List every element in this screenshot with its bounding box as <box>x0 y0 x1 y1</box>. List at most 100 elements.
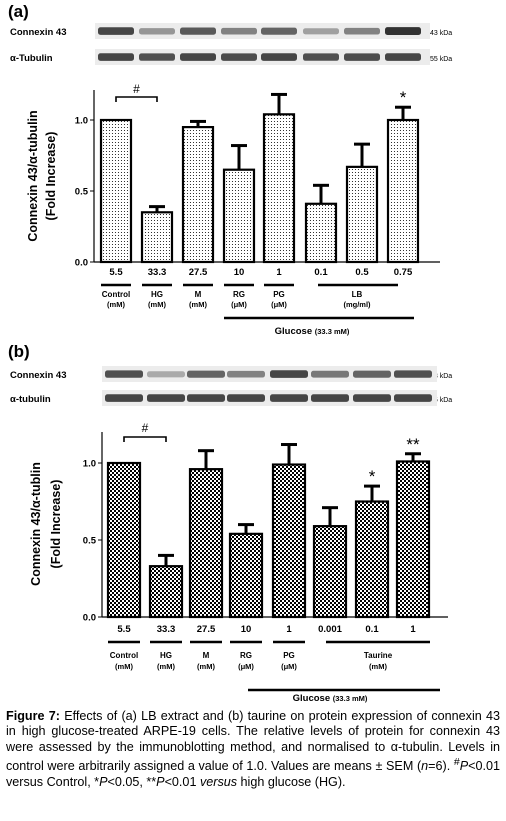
group-name: RG <box>240 651 252 660</box>
blot-membrane <box>102 366 437 382</box>
x-tick-label: 10 <box>234 267 245 278</box>
significance-star: ** <box>406 435 420 454</box>
blot-band <box>98 53 134 61</box>
blot-band <box>394 370 432 378</box>
group-unit: (mM) <box>197 662 215 671</box>
significance-star: * <box>369 467 376 486</box>
blot-protein-label: Connexin 43 <box>10 27 67 38</box>
y-axis-label-sub: (Fold Increase) <box>49 480 63 569</box>
blot-band <box>139 53 175 61</box>
bar <box>271 463 307 619</box>
blot-band <box>385 27 421 35</box>
x-tick-label: 10 <box>241 624 252 635</box>
glucose-label-sub: (33.3 mM) <box>315 327 350 336</box>
bar <box>222 168 256 264</box>
caption-label: Figure 7: <box>6 709 60 723</box>
blot-band <box>98 27 134 35</box>
group-name: Control <box>110 651 138 660</box>
panel-label: (b) <box>8 342 30 361</box>
bar <box>262 113 296 264</box>
blot-band <box>227 370 265 378</box>
bar <box>148 565 184 619</box>
caption-p2: P <box>99 774 108 789</box>
group-name: RG <box>233 290 245 299</box>
y-axis-label: Connexin 43/α-tubulin <box>26 110 40 241</box>
blot-protein-label: α-tubulin <box>10 394 51 405</box>
blot-band <box>147 371 185 378</box>
blot-band <box>180 53 216 61</box>
blot-protein-label: Connexin 43 <box>10 370 67 381</box>
group-name: HG <box>151 290 163 299</box>
significance-hash: # <box>133 82 140 96</box>
bar <box>99 118 133 264</box>
y-tick-label: 0.5 <box>75 187 89 198</box>
group-name: PG <box>283 651 295 660</box>
blot-size-label: 55 kDa <box>430 397 452 404</box>
caption-text3: <0.01 versus Control, * <box>6 759 500 789</box>
x-tick-label: 0.1 <box>314 267 328 278</box>
figure-canvas: (a) Connexin 43 43 kDa α-Tubulin 55 kDa 0.0 0.… <box>8 2 452 704</box>
glucose-label-main: Glucose <box>293 693 333 704</box>
blot-band <box>187 370 225 378</box>
blot-band <box>303 53 339 61</box>
group-unit: (mM) <box>157 662 175 671</box>
caption-text2: =6). <box>428 759 454 774</box>
x-tick-label: 0.001 <box>318 624 342 635</box>
blot-band <box>270 394 308 402</box>
blot-size-label: 43 kDa <box>430 30 452 37</box>
blot-band <box>139 28 175 35</box>
blot-band <box>105 394 143 402</box>
blot-band <box>147 394 185 402</box>
significance-star: * <box>400 88 407 107</box>
y-tick-label: 1.0 <box>83 459 96 470</box>
caption-versus: versus <box>199 774 238 789</box>
group-name: PG <box>273 290 285 299</box>
caption-hash: # <box>453 756 460 769</box>
blot-band <box>394 394 432 402</box>
x-tick-label: 27.5 <box>189 267 208 278</box>
group-unit: (mM) <box>115 662 133 671</box>
blot-band <box>261 27 297 35</box>
blot-band <box>353 394 391 402</box>
hash-bracket <box>123 436 167 442</box>
group-name: Control <box>102 290 130 299</box>
caption-p3: P <box>156 774 165 789</box>
x-tick-label: 0.1 <box>365 624 379 635</box>
bar <box>395 460 431 619</box>
blot-band <box>385 53 421 61</box>
blot-band <box>261 53 297 61</box>
blot-band <box>311 370 349 378</box>
bar <box>106 461 142 619</box>
group-name: Taurine <box>364 651 393 660</box>
blot-protein-label: α-Tubulin <box>10 53 53 64</box>
bar <box>312 525 348 619</box>
blot-band <box>221 53 257 61</box>
figure-caption: Figure 7: Effects of (a) LB extract and … <box>6 709 500 790</box>
blot-band <box>270 370 308 378</box>
x-tick-label: 33.3 <box>157 624 176 635</box>
caption-n: n <box>421 759 429 774</box>
blot-membrane <box>102 390 437 406</box>
x-tick-label: 5.5 <box>117 624 131 635</box>
caption-p1: P <box>459 759 469 774</box>
panel-label: (a) <box>8 2 29 21</box>
group-name: LB <box>352 290 363 299</box>
glucose-label: Glucose (33.3 mM) <box>275 326 350 337</box>
group-unit: (μM) <box>281 662 297 671</box>
x-tick-label: 1 <box>410 624 416 635</box>
bar <box>354 500 390 619</box>
bar <box>188 468 224 619</box>
blot-band <box>180 27 216 35</box>
bar <box>228 532 264 619</box>
group-unit: (mM) <box>189 300 207 309</box>
x-tick-label: 27.5 <box>197 624 216 635</box>
glucose-label-sub: (33.3 mM) <box>333 694 368 703</box>
bar <box>304 202 338 264</box>
x-tick-label: 33.3 <box>148 267 167 278</box>
group-unit: (mM) <box>148 300 166 309</box>
bar <box>386 118 420 264</box>
bar <box>181 125 215 264</box>
y-axis-label: Connexin 43/α-tublin <box>29 462 43 586</box>
caption-text6: high glucose (HG). <box>237 774 346 789</box>
group-unit: (mg/ml) <box>343 300 371 309</box>
